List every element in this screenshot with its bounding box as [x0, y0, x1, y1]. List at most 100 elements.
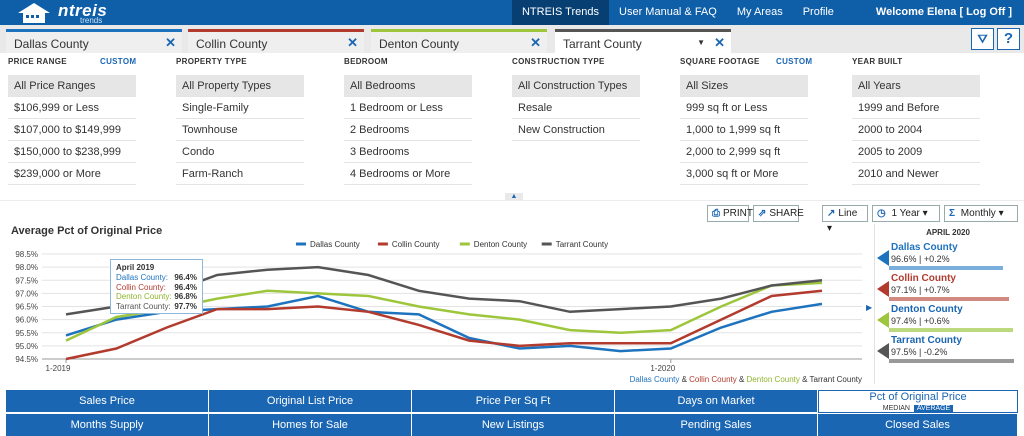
summary-name: Collin County	[891, 273, 956, 284]
filter-option[interactable]: 2005 to 2009	[852, 141, 980, 163]
filter-option[interactable]: 999 sq ft or Less	[680, 97, 808, 119]
filter-option[interactable]: All Construction Types	[512, 75, 640, 97]
tab-denton-county[interactable]: Denton County ✕	[371, 29, 547, 53]
filter-option[interactable]: 1,000 to 1,999 sq ft	[680, 119, 808, 141]
nav-my-areas[interactable]: My Areas	[736, 6, 783, 18]
dropdown-arrow-icon[interactable]: ▼	[697, 38, 705, 47]
nav-ntreis-trends[interactable]: NTREIS Trends	[511, 0, 610, 25]
filter-option[interactable]: New Construction	[512, 119, 640, 141]
chart-title: Average Pct of Original Price	[11, 225, 163, 237]
metric-tiles: Sales Price Original List Price Price Pe…	[6, 390, 1018, 436]
filter-option[interactable]: 2000 to 2004	[852, 119, 980, 141]
average-toggle[interactable]: AVERAGE	[913, 405, 954, 412]
filter-option[interactable]: $106,999 or Less	[8, 97, 136, 119]
tile-closed-sales[interactable]: Closed Sales	[818, 414, 1018, 436]
filter-option[interactable]: $107,000 to $149,999	[8, 119, 136, 141]
tile-pending-sales[interactable]: Pending Sales	[615, 414, 818, 436]
summary-item-dallas[interactable]: Dallas County 96.6% | +0.2%	[875, 242, 1021, 272]
pointer-icon	[877, 250, 889, 266]
close-icon[interactable]: ✕	[347, 35, 358, 50]
filter-option[interactable]: 2,000 to 2,999 sq ft	[680, 141, 808, 163]
y-tick-label: 95.0%	[15, 342, 38, 351]
filter-option[interactable]: Resale	[512, 97, 640, 119]
nav-profile[interactable]: Profile	[802, 6, 834, 18]
custom-link[interactable]: CUSTOM	[100, 57, 137, 66]
filter-option[interactable]: 2010 and Newer	[852, 163, 980, 185]
filter-header: PROPERTY TYPE	[176, 57, 336, 75]
tab-dallas-county[interactable]: Dallas County ✕	[6, 29, 182, 53]
filter-option[interactable]: All Property Types	[176, 75, 304, 97]
filter-panel: PRICE RANGE CUSTOM All Price Ranges $106,…	[8, 57, 1018, 192]
legend-label: Denton County	[474, 240, 527, 249]
summary-item-denton[interactable]: Denton County 97.4% | +0.6%	[875, 304, 1021, 334]
filter-option[interactable]: $150,000 to $238,999	[8, 141, 136, 163]
filter-option[interactable]: $239,000 or More	[8, 163, 136, 185]
tab-label: Dallas County	[14, 37, 89, 51]
print-label: PRINT	[723, 208, 753, 219]
summary-name: Tarrant County	[891, 335, 962, 346]
summary-bar	[889, 328, 1013, 332]
custom-link[interactable]: CUSTOM	[776, 57, 813, 66]
summary-value: 96.6% | +0.2%	[891, 254, 950, 264]
filter-header: YEAR BUILT	[852, 57, 1012, 75]
tile-months-supply[interactable]: Months Supply	[6, 414, 209, 436]
tile-new-listings[interactable]: New Listings	[412, 414, 615, 436]
filter-option[interactable]: Single-Family	[176, 97, 304, 119]
filter-option[interactable]: All Price Ranges	[8, 75, 136, 97]
period-select[interactable]: ◷ 1 Year ▾	[872, 205, 940, 222]
filter-option[interactable]: 4 Bedrooms or More	[344, 163, 472, 185]
close-icon[interactable]: ✕	[530, 35, 541, 50]
close-icon[interactable]: ✕	[714, 35, 725, 50]
nav-user-manual[interactable]: User Manual & FAQ	[619, 6, 717, 18]
share-button[interactable]: ⇗ SHARE	[753, 205, 804, 222]
collapse-filters-icon[interactable]: ▲	[505, 193, 523, 201]
help-button[interactable]: ?	[997, 28, 1020, 50]
brand-sub: trends	[80, 16, 103, 25]
tile-sub-toggle: MEDIAN AVERAGE	[819, 403, 1017, 414]
filter-option[interactable]: Townhouse	[176, 119, 304, 141]
expand-panel-icon[interactable]: ▶	[866, 303, 873, 312]
tab-collin-county[interactable]: Collin County ✕	[188, 29, 364, 53]
print-icon: ⎙	[712, 208, 720, 219]
filter-option[interactable]: 3,000 sq ft or More	[680, 163, 808, 185]
line-chart-icon: ↗	[827, 208, 836, 219]
share-label: SHARE	[769, 208, 804, 219]
filter-option[interactable]: All Years	[852, 75, 980, 97]
filter-option[interactable]: Farm-Ranch	[176, 163, 304, 185]
tile-original-list-price[interactable]: Original List Price	[209, 390, 412, 412]
chart-type-select[interactable]: ↗ Line ▾	[822, 205, 868, 234]
tooltip-label: Denton County:	[116, 292, 172, 301]
filter-option[interactable]: All Bedrooms	[344, 75, 472, 97]
filter-title: PRICE RANGE	[8, 57, 67, 66]
summary-item-tarrant[interactable]: Tarrant County 97.5% | -0.2%	[875, 335, 1021, 365]
footer-part: &	[737, 375, 747, 384]
print-button[interactable]: ⎙ PRINT	[707, 205, 753, 222]
interval-select[interactable]: Σ Monthly ▾	[944, 205, 1018, 222]
filter-icon[interactable]: ⛛	[971, 28, 994, 50]
tile-price-per-sq-ft[interactable]: Price Per Sq Ft	[412, 390, 615, 412]
filter-title: YEAR BUILT	[852, 57, 903, 66]
filter-option[interactable]: All Sizes	[680, 75, 808, 97]
tile-pct-original-price[interactable]: Pct of Original Price MEDIAN AVERAGE	[818, 390, 1018, 413]
ntreis-logo[interactable]: ntreis trends	[14, 1, 124, 25]
summary-item-collin[interactable]: Collin County 97.1% | +0.7%	[875, 273, 1021, 303]
tile-sales-price[interactable]: Sales Price	[6, 390, 209, 412]
median-toggle[interactable]: MEDIAN	[882, 405, 910, 412]
filter-option[interactable]: Condo	[176, 141, 304, 163]
tile-homes-for-sale[interactable]: Homes for Sale	[209, 414, 412, 436]
filter-option[interactable]: 2 Bedrooms	[344, 119, 472, 141]
filter-bedroom: BEDROOM All Bedrooms 1 Bedroom or Less 2…	[344, 57, 504, 185]
summary-name: Dallas County	[891, 242, 958, 253]
tooltip-label: Tarrant County:	[116, 301, 171, 311]
filter-option[interactable]: 3 Bedrooms	[344, 141, 472, 163]
y-tick-label: 98.5%	[15, 250, 38, 259]
logoff-link[interactable]: [ Log Off ]	[959, 6, 1012, 18]
filter-option[interactable]: 1 Bedroom or Less	[344, 97, 472, 119]
brand-name: ntreis	[58, 1, 108, 20]
period-label: 1 Year	[891, 208, 920, 219]
close-icon[interactable]: ✕	[165, 35, 176, 50]
filter-option[interactable]: 1999 and Before	[852, 97, 980, 119]
tab-tarrant-county[interactable]: Tarrant County ▼ ✕	[555, 29, 731, 53]
tile-days-on-market[interactable]: Days on Market	[615, 390, 818, 412]
filter-property-type: PROPERTY TYPE All Property Types Single-…	[176, 57, 336, 185]
